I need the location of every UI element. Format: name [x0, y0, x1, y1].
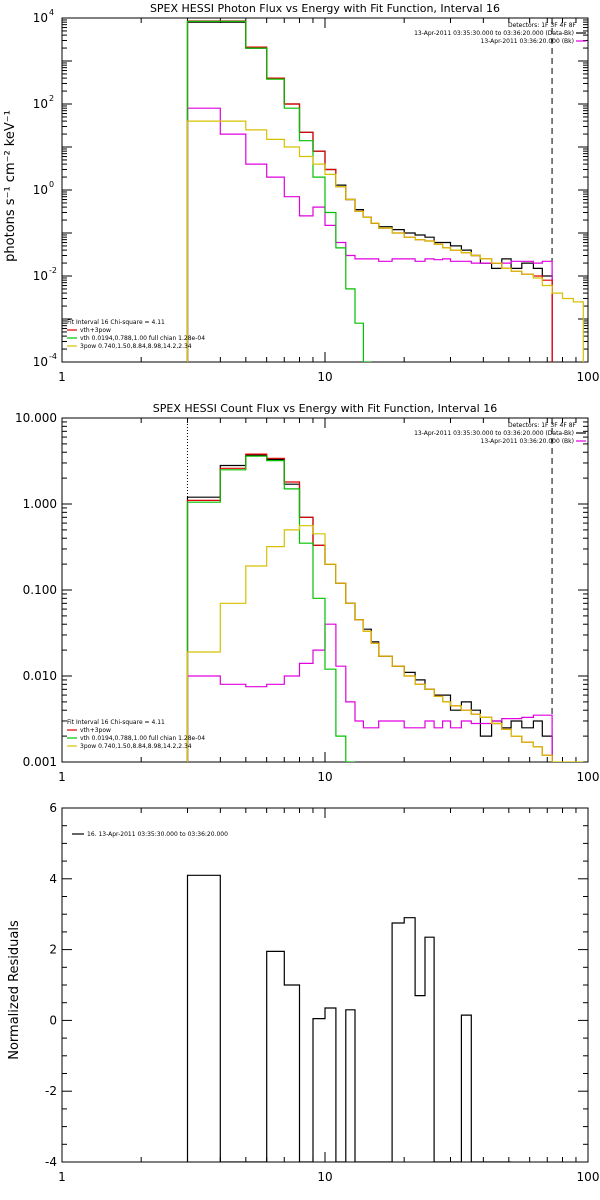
plot-frame [61, 807, 589, 1163]
legend-entry: 13-Apr-2011 03:36:20.000 (Bk) [481, 438, 575, 445]
legend-entry: vth+3pow [80, 727, 111, 734]
fit-interval-label: Fit Interval 16 Chi-square = 4.11 [67, 319, 165, 326]
fit-interval-label: Fit Interval 16 Chi-square = 4.11 [67, 719, 165, 726]
x-tick-label: 10 [317, 770, 332, 784]
y-tick-label: 4 [49, 872, 57, 886]
y-tick-label: -2 [45, 1084, 57, 1098]
y-tick-exponent: -2 [49, 266, 57, 275]
y-tick-exponent: 0 [49, 180, 54, 189]
y-tick-label: 0.100 [23, 583, 57, 597]
x-tick-label: 1 [58, 370, 66, 384]
residuals-ylabel: Normalized Residuals [7, 920, 22, 1060]
legend-entry: 3pow 0.740,1.50,8.84,8.98,14.2,2.34 [80, 343, 192, 350]
photon-flux-ylabel: photons s⁻¹ cm⁻² keV⁻¹ [3, 110, 18, 262]
y-tick-label: 0 [49, 1013, 57, 1027]
residuals-panel: Normalized Residuals 1 10 100 -4 -2 0 2 4 6 16. 1… [7, 801, 599, 1184]
plot-frame [61, 417, 589, 763]
y-tick-label: 2 [49, 943, 57, 957]
legend-entry: 13-Apr-2011 03:36:20.000 (Bk) [481, 38, 575, 45]
y-tick-label: 10 [33, 97, 48, 111]
count-flux-panel: SPEX HESSI Count Flux vs Energy with Fit… [15, 402, 599, 784]
series-vth [186, 20, 372, 362]
x-tick-label: 1 [58, 1170, 66, 1184]
series-data_bk [186, 21, 553, 362]
series-total_fit [186, 20, 553, 362]
series-group [186, 874, 512, 1162]
legend-entry: 13-Apr-2011 03:35:30.000 to 03:36:20.000… [414, 30, 574, 37]
y-tick-label: 10 [33, 269, 48, 283]
series-residuals [186, 874, 512, 1162]
series-total_fit [186, 453, 553, 762]
x-tick-label: 100 [577, 370, 600, 384]
y-tick-label: 10 [33, 355, 48, 369]
x-tick-label: 10 [317, 370, 332, 384]
legend-entry: vth+3pow [80, 327, 111, 334]
series-three_pow [186, 120, 584, 362]
series-group [186, 20, 584, 362]
count-flux-title: SPEX HESSI Count Flux vs Energy with Fit… [153, 402, 497, 415]
legend-entry: 13-Apr-2011 03:35:30.000 to 03:36:20.000… [414, 430, 574, 437]
detectors-label: Detectors: 1F 3F 4F 8F [508, 22, 577, 29]
legend-entry: vth 0.0194,0.788,1.00 full chian 1.28e-0… [80, 735, 205, 742]
x-tick-label: 10 [317, 1170, 332, 1184]
series-vth [186, 455, 355, 762]
y-tick-exponent: 2 [49, 94, 54, 103]
series-data_bk [186, 454, 553, 762]
series-three_pow [186, 525, 584, 762]
legend-entry: vth 0.0194,0.788,1.00 full chian 1.28e-0… [80, 335, 205, 342]
y-tick-label: 6 [49, 801, 57, 815]
y-tick-label: 0.001 [23, 755, 57, 769]
y-tick-exponent: 4 [49, 8, 54, 17]
photon-flux-title: SPEX HESSI Photon Flux vs Energy with Fi… [150, 2, 500, 15]
series-background [186, 623, 553, 762]
x-tick-label: 100 [577, 1170, 600, 1184]
detectors-label: Detectors: 1F 3F 4F 8F [508, 422, 577, 429]
x-tick-label: 1 [58, 770, 66, 784]
photon-flux-panel: SPEX HESSI Photon Flux vs Energy with Fi… [3, 2, 599, 384]
series-background [186, 107, 553, 362]
series-group [186, 453, 584, 762]
y-tick-label: 10 [33, 183, 48, 197]
y-tick-label: 1.000 [23, 497, 57, 511]
y-tick-exponent: -4 [49, 352, 57, 361]
y-tick-label: 10.000 [15, 411, 57, 425]
y-tick-label: -4 [45, 1155, 57, 1169]
legend-entry: 3pow 0.740,1.50,8.84,8.98,14.2,2.34 [80, 743, 192, 750]
legend-entry: 16. 13-Apr-2011 03:35:30.000 to 03:36:20… [87, 831, 228, 838]
y-tick-label: 0.010 [23, 669, 57, 683]
x-tick-label: 100 [577, 770, 600, 784]
y-tick-label: 10 [33, 11, 48, 25]
